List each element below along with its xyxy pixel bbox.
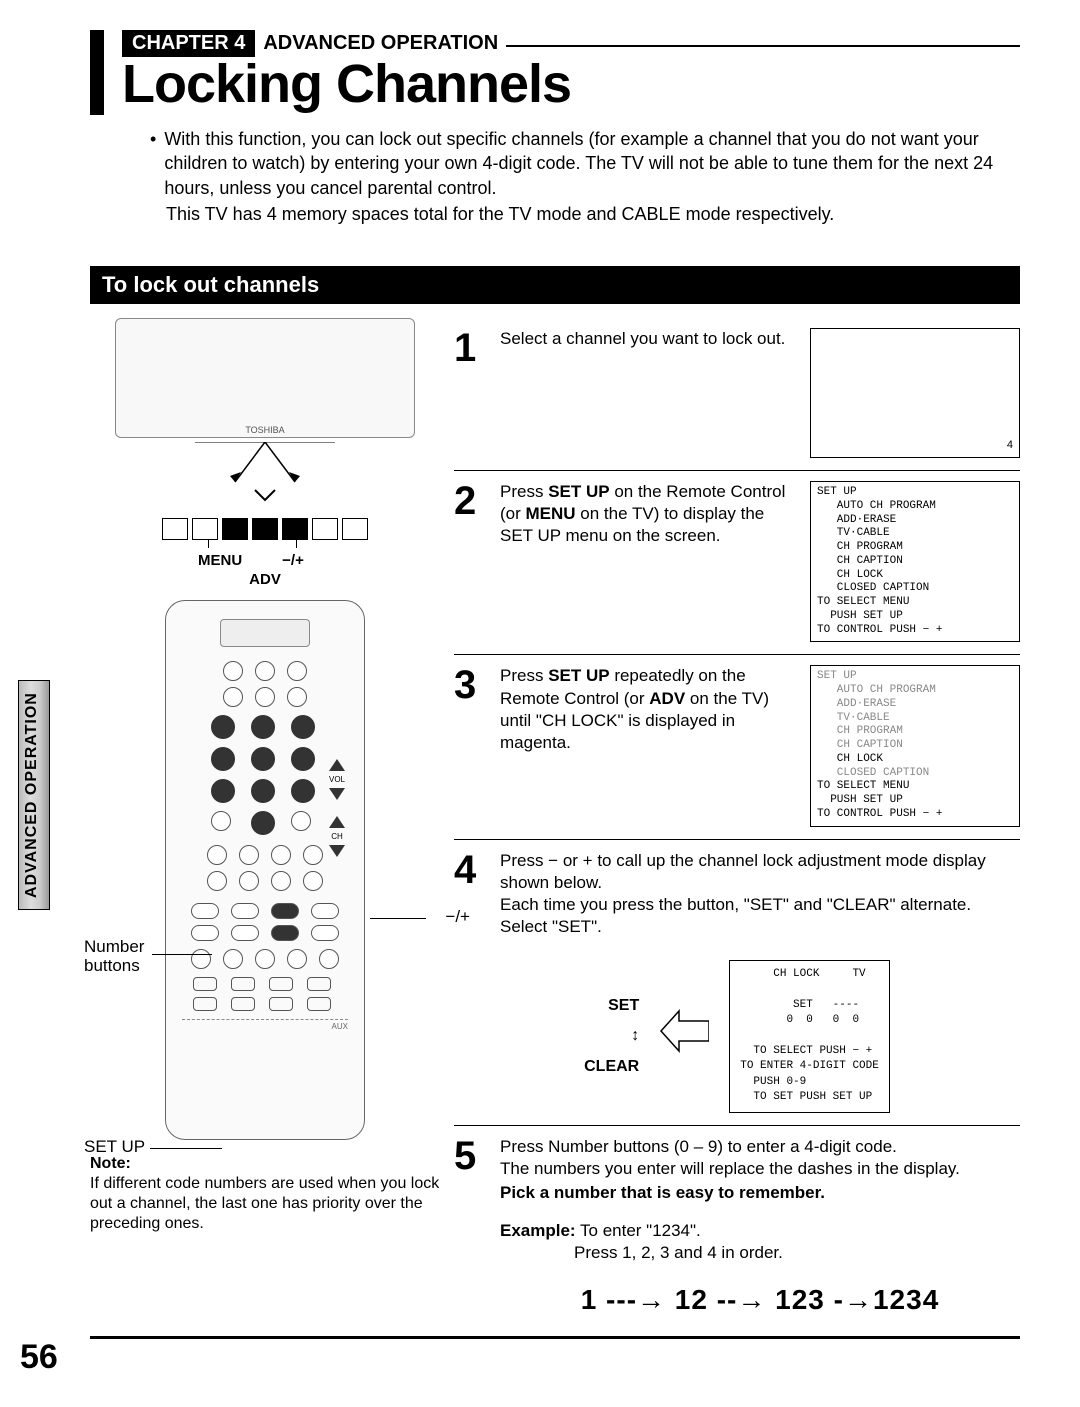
step-4-screen: CH LOCK TV SET ---- 0 0 0 0 TO SELECT PU… [729, 960, 890, 1113]
step-1-text: Select a channel you want to lock out. [500, 328, 798, 458]
step-3-screen: SET UP AUTO CH PROGRAM ADD·ERASE TV·CABL… [810, 665, 1020, 826]
step-4: 4 Press − or + to call up the channel lo… [454, 840, 1020, 1126]
arrow-left-icon [659, 1001, 709, 1071]
step-4-text: Press − or + to call up the channel lock… [500, 850, 1020, 938]
step-5-text: Press Number buttons (0 – 9) to enter a … [500, 1136, 1020, 1319]
intro-p2: This TV has 4 memory spaces total for th… [166, 202, 1020, 226]
code-sequence: 1 ---→ 12 --→ 123 -→1234 [500, 1282, 1020, 1318]
step-2-text: Press SET UP on the Remote Control (or M… [500, 481, 798, 642]
note-header: Note: [90, 1154, 440, 1174]
step-2: 2 Press SET UP on the Remote Control (or… [454, 471, 1020, 655]
step-5-num: 5 [454, 1136, 488, 1319]
screen-channel-num: 4 [1007, 439, 1013, 453]
header: CHAPTER 4 ADVANCED OPERATION Locking Cha… [90, 30, 1020, 115]
side-tab: ADVANCED OPERATION [18, 680, 50, 910]
step-2-num: 2 [454, 481, 488, 642]
step-2-screen: SET UP AUTO CH PROGRAM ADD·ERASE TV·CABL… [810, 481, 1020, 642]
chapter-rule [506, 45, 1020, 47]
step-1-num: 1 [454, 328, 488, 458]
callout-pm: −/+ [445, 908, 470, 927]
bullet-icon: • [150, 127, 156, 200]
page-number: 56 [20, 1338, 58, 1377]
step-5: 5 Press Number buttons (0 – 9) to enter … [454, 1126, 1020, 1331]
left-column: TOSHIBA MENU −/+ ADV [90, 318, 440, 1330]
adv-label: ADV [90, 571, 440, 588]
step-3: 3 Press SET UP repeatedly on the Remote … [454, 655, 1020, 839]
callout-number-buttons: Number buttons [84, 938, 164, 975]
step-3-text: Press SET UP repeatedly on the Remote Co… [500, 665, 798, 826]
set-clear-diagram: SET ↕ CLEAR CH LOCK TV SET ---- 0 0 0 0 … [454, 960, 1020, 1113]
chapter-text: ADVANCED OPERATION [263, 32, 498, 55]
remote-diagram: VOL CH AUX [165, 600, 365, 1140]
tv-brand: TOSHIBA [245, 425, 284, 435]
intro-block: • With this function, you can lock out s… [150, 127, 1020, 226]
pm-label: −/+ [282, 552, 304, 569]
header-bar [90, 30, 104, 115]
bottom-rule [90, 1336, 1020, 1339]
step-1-screen: 4 [810, 328, 1020, 458]
page-title: Locking Channels [122, 53, 1020, 115]
tv-arrows [90, 442, 440, 512]
note-block: Note: If different code numbers are used… [90, 1154, 440, 1234]
section-header: To lock out channels [90, 266, 1020, 304]
step-1: 1 Select a channel you want to lock out.… [454, 318, 1020, 471]
tv-diagram: TOSHIBA [115, 318, 415, 438]
note-body: If different code numbers are used when … [90, 1174, 440, 1234]
intro-p1: With this function, you can lock out spe… [164, 127, 1020, 200]
right-column: 1 Select a channel you want to lock out.… [454, 318, 1020, 1330]
setup-button-icon [271, 903, 299, 919]
step-3-num: 3 [454, 665, 488, 826]
menu-label: MENU [198, 552, 242, 569]
tv-button-row [90, 518, 440, 540]
